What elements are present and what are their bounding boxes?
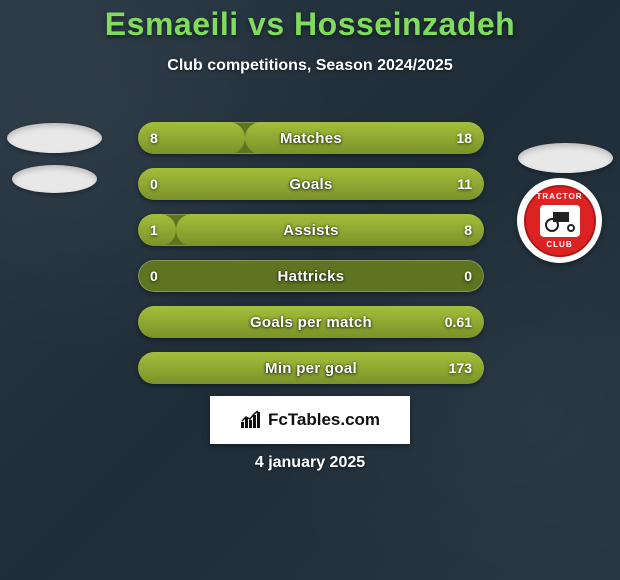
stat-row: 011Goals: [138, 168, 484, 200]
subtitle: Club competitions, Season 2024/2025: [0, 57, 620, 75]
stat-row: 00Hattricks: [138, 260, 484, 292]
placeholder-ellipse: [7, 123, 102, 153]
stat-label: Goals per match: [138, 306, 484, 338]
page-title: Esmaeili vs Hosseinzadeh: [0, 0, 620, 43]
comparison-bars: 818Matches 011Goals 18Assists 00Hattricks 0.…: [138, 122, 484, 398]
stat-label: Hattricks: [138, 260, 484, 292]
footer-brand-box: FcTables.com: [210, 396, 410, 444]
stat-label: Assists: [138, 214, 484, 246]
chart-icon: [240, 410, 262, 430]
placeholder-ellipse: [518, 143, 613, 173]
stat-label: Matches: [138, 122, 484, 154]
stat-row: 818Matches: [138, 122, 484, 154]
stat-label: Min per goal: [138, 352, 484, 384]
placeholder-ellipse: [12, 165, 97, 193]
tractor-icon: [545, 210, 575, 232]
stat-label: Goals: [138, 168, 484, 200]
club-badge-bottom-text: CLUB: [546, 240, 572, 249]
club-badge-top-text: TRACTOR: [537, 192, 583, 201]
footer-brand-text: FcTables.com: [268, 410, 380, 430]
date-label: 4 january 2025: [0, 454, 620, 472]
club-badge: TRACTOR CLUB: [517, 178, 602, 263]
stat-row: 0.61Goals per match: [138, 306, 484, 338]
stat-row: 18Assists: [138, 214, 484, 246]
stat-row: 173Min per goal: [138, 352, 484, 384]
player-left-badge: [12, 115, 97, 200]
